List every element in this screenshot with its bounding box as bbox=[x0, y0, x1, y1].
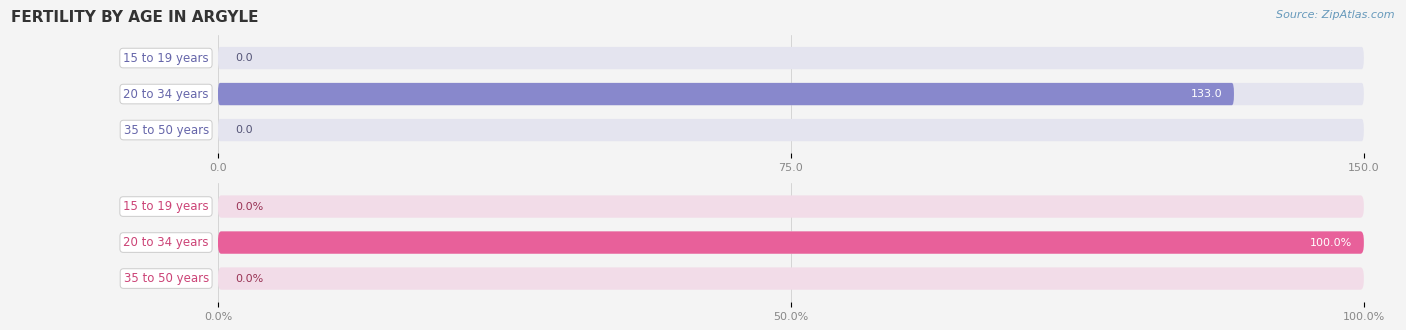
Text: 0.0: 0.0 bbox=[235, 125, 253, 135]
Text: 35 to 50 years: 35 to 50 years bbox=[124, 123, 208, 137]
Text: 133.0: 133.0 bbox=[1191, 89, 1222, 99]
Text: FERTILITY BY AGE IN ARGYLE: FERTILITY BY AGE IN ARGYLE bbox=[11, 10, 259, 25]
FancyBboxPatch shape bbox=[218, 83, 1234, 105]
Text: 20 to 34 years: 20 to 34 years bbox=[124, 236, 208, 249]
Text: 20 to 34 years: 20 to 34 years bbox=[124, 87, 208, 101]
FancyBboxPatch shape bbox=[218, 231, 1364, 254]
FancyBboxPatch shape bbox=[218, 195, 1364, 218]
Text: 15 to 19 years: 15 to 19 years bbox=[124, 200, 208, 213]
Text: 35 to 50 years: 35 to 50 years bbox=[124, 272, 208, 285]
Text: Source: ZipAtlas.com: Source: ZipAtlas.com bbox=[1277, 10, 1395, 20]
FancyBboxPatch shape bbox=[218, 267, 1364, 290]
Text: 100.0%: 100.0% bbox=[1310, 238, 1353, 248]
FancyBboxPatch shape bbox=[218, 231, 1364, 254]
FancyBboxPatch shape bbox=[218, 83, 1364, 105]
Text: 0.0: 0.0 bbox=[235, 53, 253, 63]
FancyBboxPatch shape bbox=[218, 119, 1364, 141]
Text: 0.0%: 0.0% bbox=[235, 274, 263, 283]
Text: 0.0%: 0.0% bbox=[235, 202, 263, 212]
Text: 15 to 19 years: 15 to 19 years bbox=[124, 51, 208, 65]
FancyBboxPatch shape bbox=[218, 47, 1364, 69]
